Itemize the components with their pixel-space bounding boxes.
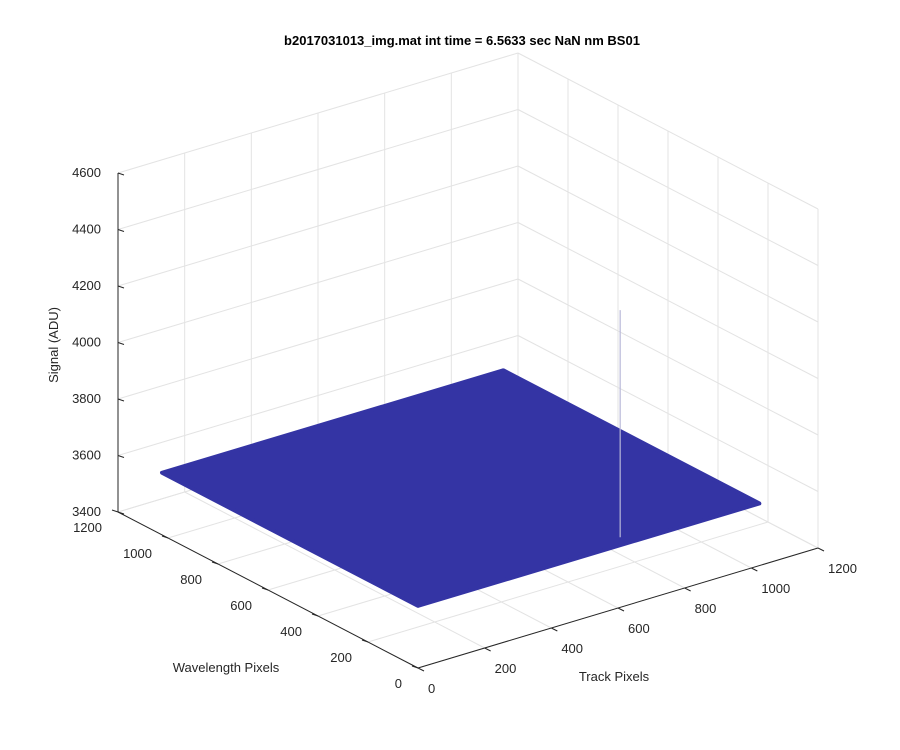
x-tick-label: 200: [495, 661, 517, 676]
y-tick-label: 1200: [73, 520, 102, 535]
x-tick-label: 400: [561, 641, 583, 656]
x-tick-label: 800: [695, 601, 717, 616]
x-tick: [684, 587, 691, 592]
z-tick-label: 4000: [72, 335, 101, 350]
grid-line: [117, 52, 519, 174]
grid-line: [117, 109, 519, 230]
y-tick-label: 800: [180, 572, 202, 587]
y-tick: [411, 665, 419, 669]
grid-line: [517, 109, 819, 266]
x-tick: [817, 547, 825, 552]
z-tick: [117, 455, 125, 458]
z-tick-label: 4600: [72, 165, 101, 180]
grid-line: [517, 52, 819, 210]
y-tick: [111, 509, 119, 513]
x-tick: [551, 627, 558, 632]
y-axis-label: Wavelength Pixels: [173, 660, 280, 675]
z-tick: [117, 285, 125, 289]
z-tick-label: 4400: [72, 222, 101, 237]
x-tick-label: 1000: [761, 581, 790, 596]
z-tick-label: 3600: [72, 448, 101, 463]
x-tick: [417, 667, 425, 672]
grid-line: [117, 278, 519, 400]
z-tick: [117, 398, 125, 402]
z-tick-label: 3400: [72, 504, 101, 519]
grid-line: [117, 335, 519, 456]
y-tick-label: 0: [395, 676, 402, 691]
z-tick: [117, 172, 125, 176]
y-tick: [361, 639, 369, 643]
x-tick: [751, 567, 758, 572]
x-tick-label: 0: [428, 681, 435, 696]
y-tick-label: 1000: [123, 546, 152, 561]
z-tick: [117, 229, 125, 232]
y-tick-label: 200: [330, 650, 352, 665]
z-tick-label: 4200: [72, 278, 101, 293]
x-tick-label: 600: [628, 621, 650, 636]
grid-line: [517, 222, 819, 379]
chart-title: b2017031013_img.mat int time = 6.5633 se…: [284, 33, 640, 48]
grid-line: [517, 165, 819, 323]
grid-line: [367, 521, 769, 643]
grid-line: [517, 278, 819, 436]
grid-line: [517, 335, 819, 492]
grid-line: [117, 165, 519, 287]
x-tick: [484, 647, 491, 652]
x-tick-label: 1200: [828, 561, 857, 576]
x-axis-label: Track Pixels: [579, 669, 650, 684]
grid-line: [117, 222, 519, 343]
y-tick: [311, 613, 319, 617]
surface: [160, 368, 762, 608]
y-tick-label: 600: [230, 598, 252, 613]
z-axis-label: Signal (ADU): [46, 307, 61, 383]
y-tick: [161, 535, 169, 539]
z-tick-label: 3800: [72, 391, 101, 406]
y-tick: [261, 587, 269, 591]
z-tick: [117, 342, 125, 345]
y-tick: [211, 561, 219, 565]
x-tick: [617, 607, 625, 612]
z-tick: [117, 511, 125, 515]
y-tick-label: 400: [280, 624, 302, 639]
